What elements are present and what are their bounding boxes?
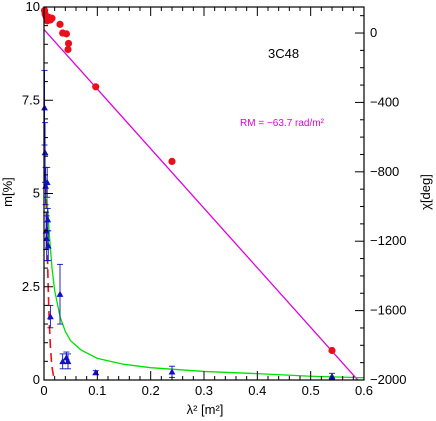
tick-label: 0.4: [248, 383, 266, 398]
left-y-axis-title: m[%]: [0, 177, 15, 207]
tick-label: 5: [33, 186, 40, 201]
angle-data-point: [56, 20, 64, 28]
tick-label: −400: [370, 94, 399, 109]
polarization-data-point: [328, 372, 336, 379]
tick-label: −1200: [370, 233, 407, 248]
tick-label: 2.5: [22, 279, 40, 294]
angle-data-point: [62, 30, 70, 38]
data-points-layer: [40, 6, 336, 380]
angle-data-point: [168, 157, 176, 166]
series-lines-layer: [44, 29, 364, 380]
tick-labels-layer: 0 0.1 0.2 0.3 0.4 0.5 0.6 0 2.5 5 7.5 10 0 −400 −800 −1…: [22, 0, 407, 398]
tick-label: 0: [370, 25, 377, 40]
polarization-data-point: [41, 149, 49, 156]
series-line-4: [44, 171, 56, 380]
tick-label: 10: [26, 0, 40, 14]
axis-ticks-layer: [43, 6, 365, 381]
plot-frame: [43, 6, 365, 381]
tick-label: −1600: [370, 303, 407, 318]
tick-label: 0.3: [195, 383, 213, 398]
series-line-3: [44, 171, 364, 379]
tick-label: 0.6: [355, 383, 373, 398]
polarization-data-point: [64, 357, 72, 365]
polarization-data-point: [44, 242, 52, 249]
tick-label: 0: [33, 372, 40, 387]
rm-value-label: RM = −63.7 rad/m²: [240, 118, 325, 129]
polarization-data-point: [47, 313, 54, 320]
right-y-axis-title: χ[deg]: [418, 174, 433, 210]
polarization-data-point: [43, 178, 51, 186]
series-line-1: [44, 29, 359, 380]
tick-label: 0.1: [88, 383, 106, 398]
angle-data-point: [92, 83, 100, 91]
source-name-label: 3C48: [268, 46, 299, 61]
angle-data-point: [328, 346, 336, 355]
polarization-data-point: [56, 290, 64, 297]
polarization-data-point: [168, 368, 176, 375]
tick-label: −2000: [370, 372, 407, 387]
angle-data-point: [64, 39, 73, 48]
polarization-data-point: [59, 357, 67, 365]
tick-label: 0.5: [302, 383, 320, 398]
tick-label: 7.5: [22, 92, 40, 107]
polarization-data-point: [92, 369, 100, 376]
angle-data-point: [64, 45, 72, 54]
tick-label: −800: [370, 164, 399, 179]
x-axis-title: λ² [m²]: [187, 402, 224, 417]
angle-data-point: [48, 14, 56, 22]
tick-label: 0.2: [142, 383, 160, 398]
tick-label: 0: [40, 383, 47, 398]
polarization-data-point: [44, 216, 52, 223]
